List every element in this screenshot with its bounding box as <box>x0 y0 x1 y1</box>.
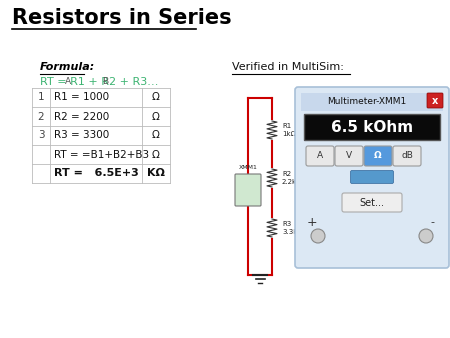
Text: KΩ: KΩ <box>147 169 165 178</box>
Text: R2: R2 <box>282 171 291 177</box>
Text: Resistors in Series: Resistors in Series <box>12 8 232 28</box>
FancyBboxPatch shape <box>295 87 449 268</box>
Text: R3: R3 <box>282 221 291 227</box>
FancyBboxPatch shape <box>393 146 421 166</box>
Bar <box>301 93 443 111</box>
Text: 2.2kΩ: 2.2kΩ <box>282 179 302 185</box>
Text: 1: 1 <box>38 93 44 102</box>
Text: Ω: Ω <box>152 93 160 102</box>
Circle shape <box>311 229 325 243</box>
Text: R1 = 1000: R1 = 1000 <box>54 93 109 102</box>
FancyBboxPatch shape <box>335 146 363 166</box>
FancyBboxPatch shape <box>351 170 393 184</box>
Text: Formula:: Formula: <box>40 62 95 72</box>
FancyBboxPatch shape <box>235 174 261 206</box>
Text: -: - <box>430 217 434 227</box>
Text: Ω: Ω <box>374 151 382 161</box>
FancyBboxPatch shape <box>427 93 443 108</box>
Text: XMM1: XMM1 <box>238 165 257 170</box>
Text: A: A <box>317 151 323 161</box>
Text: A: A <box>65 77 72 86</box>
Text: Ω: Ω <box>152 149 160 160</box>
Text: Ω: Ω <box>152 130 160 141</box>
Text: RT = R1 + R2 + R3…: RT = R1 + R2 + R3… <box>40 77 158 87</box>
Text: RT =   6.5E+3: RT = 6.5E+3 <box>54 169 139 178</box>
Text: dB: dB <box>401 151 413 161</box>
Text: 3.3kΩ: 3.3kΩ <box>282 229 303 235</box>
Text: RT = =B1+B2+B3: RT = =B1+B2+B3 <box>54 149 149 160</box>
Text: x: x <box>432 96 438 105</box>
Text: R1: R1 <box>282 123 291 129</box>
Text: 1kΩ: 1kΩ <box>282 131 296 137</box>
Text: Multimeter-XMM1: Multimeter-XMM1 <box>328 97 407 106</box>
FancyBboxPatch shape <box>342 193 402 212</box>
Text: V: V <box>346 151 352 161</box>
FancyBboxPatch shape <box>306 146 334 166</box>
Text: 2: 2 <box>38 112 44 121</box>
Bar <box>304 114 440 140</box>
Text: {1
+: {1 + <box>244 185 252 195</box>
FancyBboxPatch shape <box>364 146 392 166</box>
Text: Ω: Ω <box>152 112 160 121</box>
Text: +: + <box>307 216 317 228</box>
Text: R2 = 2200: R2 = 2200 <box>54 112 109 121</box>
Text: 6.5 kOhm: 6.5 kOhm <box>331 120 413 135</box>
Text: Set...: Set... <box>360 197 384 208</box>
Text: 3: 3 <box>38 130 44 141</box>
Text: Verified in MultiSim:: Verified in MultiSim: <box>232 62 344 72</box>
Circle shape <box>419 229 433 243</box>
Text: B: B <box>102 77 108 86</box>
Text: R3 = 3300: R3 = 3300 <box>54 130 109 141</box>
